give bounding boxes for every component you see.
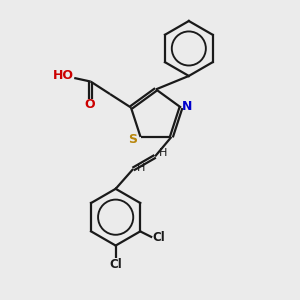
Text: H: H — [137, 163, 146, 172]
Text: S: S — [129, 133, 138, 146]
Text: Cl: Cl — [109, 258, 122, 271]
Text: H: H — [159, 148, 168, 158]
Text: HO: HO — [53, 69, 74, 82]
Text: Cl: Cl — [152, 231, 165, 244]
Text: O: O — [85, 98, 95, 111]
Text: N: N — [182, 100, 193, 112]
